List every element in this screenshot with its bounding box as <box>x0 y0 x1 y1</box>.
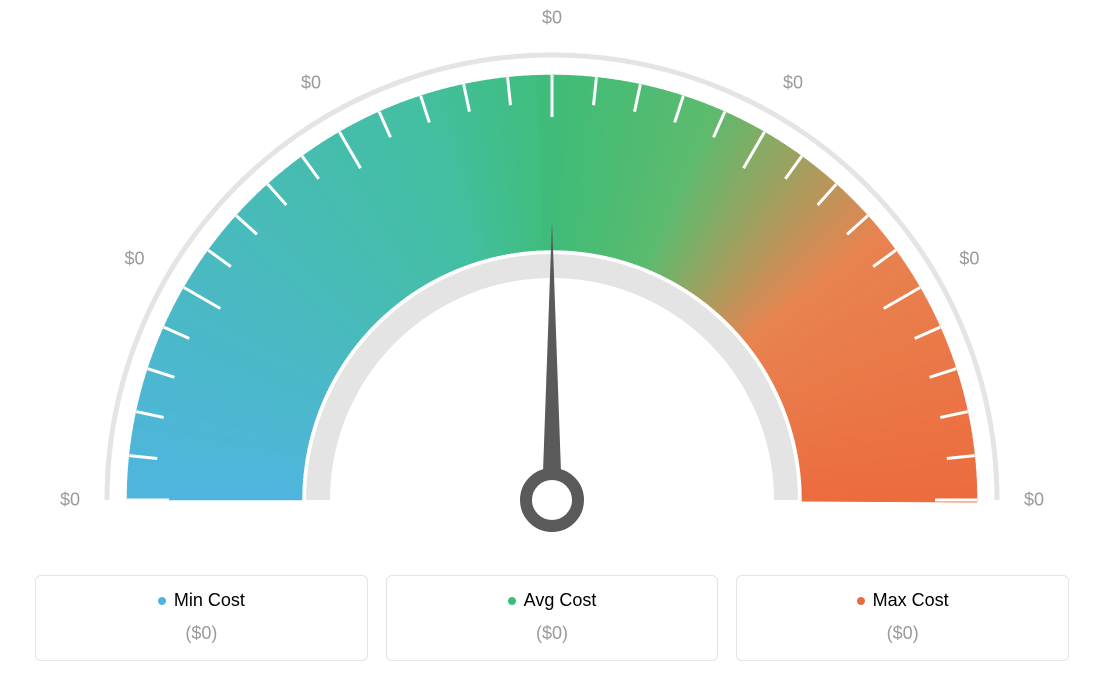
gauge-svg <box>52 0 1052 560</box>
gauge-tick-label: $0 <box>60 490 80 511</box>
legend-label-avg: Avg Cost <box>508 590 597 611</box>
legend-value-max: ($0) <box>747 623 1058 644</box>
legend-box-avg: Avg Cost ($0) <box>386 575 719 661</box>
gauge-chart: $0 $0 $0 $0 $0 $0 $0 <box>52 0 1052 560</box>
legend-row: Min Cost ($0) Avg Cost ($0) Max Cost ($0… <box>35 575 1069 661</box>
legend-dot-avg <box>508 597 516 605</box>
legend-dot-min <box>158 597 166 605</box>
legend-box-max: Max Cost ($0) <box>736 575 1069 661</box>
gauge-tick-label: $0 <box>301 72 321 93</box>
legend-text-min: Min Cost <box>174 590 245 611</box>
legend-value-min: ($0) <box>46 623 357 644</box>
gauge-tick-label: $0 <box>783 72 803 93</box>
gauge-tick-label: $0 <box>1024 490 1044 511</box>
legend-box-min: Min Cost ($0) <box>35 575 368 661</box>
legend-dot-max <box>857 597 865 605</box>
gauge-tick-label: $0 <box>959 249 979 270</box>
gauge-tick-label: $0 <box>542 8 562 29</box>
gauge-tick-label: $0 <box>125 249 145 270</box>
legend-text-max: Max Cost <box>873 590 949 611</box>
legend-label-min: Min Cost <box>158 590 245 611</box>
legend-value-avg: ($0) <box>397 623 708 644</box>
legend-label-max: Max Cost <box>857 590 949 611</box>
legend-text-avg: Avg Cost <box>524 590 597 611</box>
